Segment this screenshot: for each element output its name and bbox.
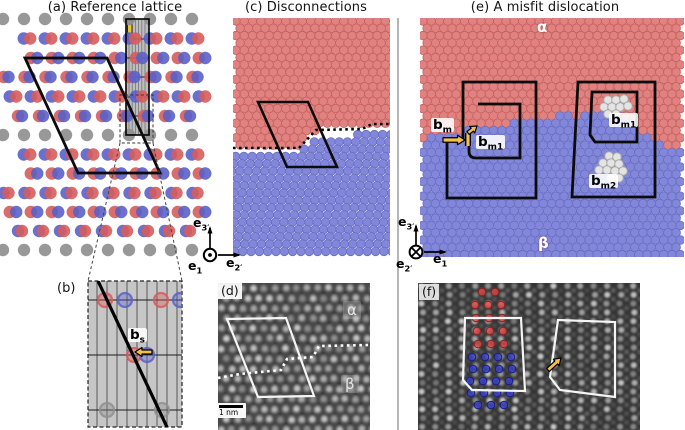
burgers-vector-label-bm1-right: bm1: [609, 112, 639, 130]
scale-bar-line: [219, 405, 243, 408]
panel-a-reference-lattice: [0, 12, 212, 282]
phase-beta-label-d: β: [341, 375, 359, 393]
burgers-vector-label-bs: bs: [128, 327, 147, 345]
bm-base: b: [433, 117, 443, 133]
interface-dotted-line-c: [233, 122, 390, 150]
bm1-right-base: b: [611, 112, 621, 128]
burgers-circuits-e: [445, 80, 657, 200]
axis-label-e2-panel-e: e2′: [396, 256, 413, 274]
bm1-left-sub: m1: [487, 142, 504, 153]
panel-b-label: (b): [57, 281, 76, 296]
bm1-left-base: b: [478, 134, 488, 150]
axis-label-e3-panel-e: e3′: [398, 214, 415, 232]
panel-f-label: (f): [419, 284, 440, 300]
overlays-d: [218, 316, 370, 399]
panel-c-title: (c) Disconnections: [244, 0, 368, 15]
unit-cell-c: [255, 100, 340, 169]
axis-label-e3-panel-c: e3′: [193, 215, 210, 233]
unit-cell-a: [22, 56, 163, 175]
burgers-vector-label-bm: bm: [431, 117, 454, 135]
burgers-arrow-f: [546, 357, 562, 373]
axes-panel-e: [408, 224, 447, 260]
burgers-arrows-e: [442, 125, 478, 146]
axes-panel-c: [202, 226, 241, 263]
panel-b-magnified-strip: [87, 280, 183, 428]
axis-label-e1-panel-c: e1: [188, 258, 203, 276]
bs-base: b: [130, 327, 140, 343]
stem-texture-f: [418, 283, 640, 430]
lattice-a-dots: [0, 12, 212, 257]
magnifier-region: [87, 94, 183, 282]
panel-c-disconnections: [233, 18, 390, 257]
axis-label-e2-panel-c: e2′: [226, 255, 243, 273]
panel-d-label: (d): [218, 283, 242, 299]
bm2-sub: m2: [600, 181, 617, 192]
phase-beta-label-e: β: [538, 234, 549, 252]
lattice-c-beta: [233, 129, 390, 257]
bm1-right-sub: m1: [620, 120, 637, 131]
overlays-f: [461, 287, 617, 410]
bs-sub: s: [139, 335, 145, 346]
panel-a-title: (a) Reference lattice: [47, 0, 183, 15]
panel-d-stem-image: [218, 283, 370, 430]
panel-b-content: [88, 281, 182, 427]
panel-e-misfit-dislocation: [420, 18, 684, 257]
phase-alpha-label-d: α: [343, 301, 361, 319]
phase-alpha-label-e: α: [537, 18, 548, 36]
axis-label-e1-panel-e: e1: [433, 251, 448, 269]
burgers-vector-label-bm2: bm2: [589, 173, 619, 191]
scale-bar-label: 1 nm: [219, 408, 239, 417]
bm2-base: b: [591, 173, 601, 189]
lattice-c-alpha: [233, 18, 390, 150]
stem-texture-d: [218, 284, 370, 430]
burgers-vector-label-bm1-left: bm1: [476, 134, 506, 152]
bm-sub: m: [442, 125, 452, 136]
lattice-e: [420, 18, 684, 257]
bs-arrow: [134, 346, 153, 358]
panel-e-title: (e) A misfit dislocation: [470, 0, 620, 15]
scale-bar: 1 nm: [216, 403, 246, 418]
panel-f-stem-image: [418, 283, 640, 430]
